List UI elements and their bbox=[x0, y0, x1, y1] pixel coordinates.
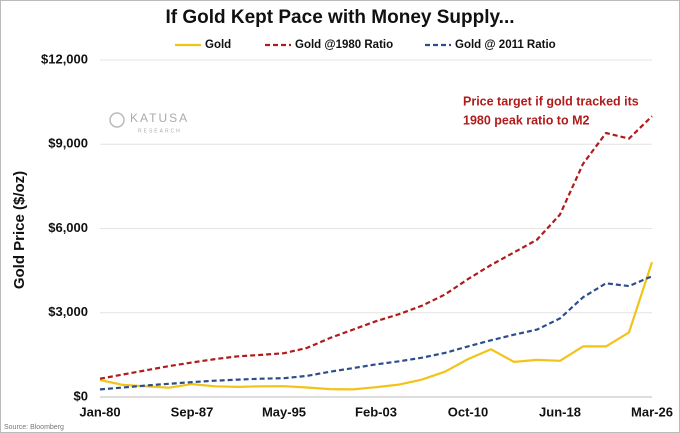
chart-title: If Gold Kept Pace with Money Supply... bbox=[165, 7, 514, 28]
watermark-icon bbox=[109, 112, 125, 128]
series-line bbox=[99, 275, 653, 391]
legend-label: Gold @1980 Ratio bbox=[295, 39, 393, 51]
y-axis-label: Gold Price ($/oz) bbox=[11, 171, 28, 289]
watermark: KATUSA bbox=[130, 111, 189, 125]
series-line bbox=[99, 261, 654, 391]
y-tick-label: $0 bbox=[74, 388, 88, 403]
y-tick-label: $9,000 bbox=[48, 136, 88, 151]
y-tick-label: $12,000 bbox=[41, 51, 88, 66]
annotation: 1980 peak ratio to M2 bbox=[463, 113, 589, 127]
watermark: RESEARCH bbox=[138, 128, 182, 134]
legend-label: Gold @ 2011 Ratio bbox=[455, 39, 556, 51]
x-tick-label: Mar-26 bbox=[631, 404, 673, 419]
y-tick-label: $3,000 bbox=[48, 304, 88, 319]
y-tick-label: $6,000 bbox=[48, 220, 88, 235]
x-tick-label: Sep-87 bbox=[171, 404, 214, 419]
x-tick-label: May-95 bbox=[262, 404, 306, 419]
series-line bbox=[99, 115, 653, 380]
x-tick-label: Oct-10 bbox=[448, 404, 488, 419]
annotation: Price target if gold tracked its bbox=[463, 94, 639, 108]
x-tick-label: Feb-03 bbox=[355, 404, 397, 419]
source: Source: Bloomberg bbox=[4, 424, 64, 431]
x-tick-label: Jun-18 bbox=[539, 404, 581, 419]
legend-label: Gold bbox=[205, 39, 231, 51]
x-tick-label: Jan-80 bbox=[79, 404, 120, 419]
